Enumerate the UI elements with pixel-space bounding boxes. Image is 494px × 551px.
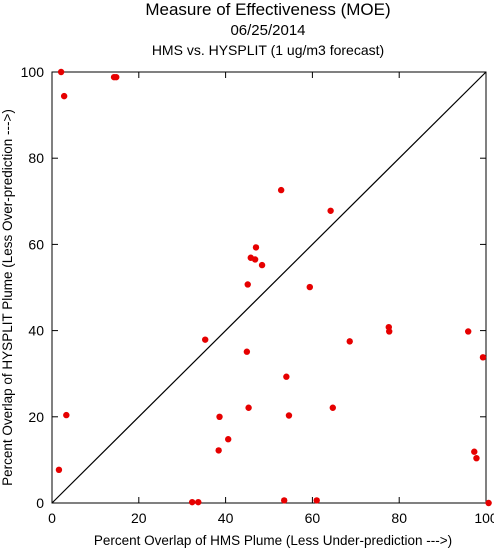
data-point	[245, 404, 252, 411]
plot-frame	[51, 71, 487, 504]
data-point	[63, 411, 70, 419]
data-point	[465, 328, 472, 335]
x-axis-ticks: 0 20 40 60 80 100	[48, 72, 494, 526]
data-point	[280, 497, 288, 504]
data-point	[346, 338, 353, 345]
y-tick-label: 80	[28, 150, 44, 166]
x-axis-label: Percent Overlap of HMS Plume (Less Under…	[94, 533, 452, 548]
data-point	[473, 454, 480, 462]
data-point	[244, 281, 251, 288]
y-tick-label: 100	[21, 64, 45, 80]
data-point	[195, 498, 202, 506]
data-point	[327, 207, 334, 214]
data-point	[283, 373, 290, 380]
data-point	[479, 354, 487, 361]
y-axis-ticks: 0 20 40 60 80 100	[21, 64, 486, 511]
y-tick-label: 20	[28, 409, 44, 425]
diagonal-reference	[51, 71, 487, 504]
data-point	[57, 68, 65, 76]
x-tick-label: 80	[391, 510, 407, 526]
data-point	[285, 412, 293, 419]
data-point	[485, 499, 492, 507]
chart-title: Measure of Effectiveness (MOE)	[145, 0, 391, 19]
y-tick-label: 40	[28, 323, 44, 339]
data-point	[313, 497, 320, 504]
chart-subtitle-date: 06/25/2014	[230, 22, 306, 39]
data-point	[188, 498, 196, 506]
y-axis-label: Percent Overlap of HYSPLIT Plume (Less O…	[0, 109, 15, 486]
data-point	[258, 261, 266, 269]
x-tick-label: 0	[48, 510, 56, 526]
data-point	[60, 92, 68, 100]
data-point	[55, 466, 63, 474]
data-point	[251, 256, 259, 263]
y-tick-label: 60	[28, 236, 44, 252]
data-point	[329, 404, 336, 411]
data-point	[386, 328, 393, 335]
data-point	[277, 186, 285, 194]
data-point	[202, 336, 209, 343]
data-points	[55, 68, 492, 507]
x-tick-label: 60	[305, 510, 321, 526]
data-point	[225, 436, 232, 443]
y-tick-label: 0	[36, 495, 44, 511]
x-tick-label: 20	[131, 510, 147, 526]
data-point	[471, 448, 478, 455]
diagonal-line	[51, 71, 487, 504]
x-tick-label: 40	[218, 510, 234, 526]
data-point	[113, 73, 120, 81]
plot-border	[51, 71, 487, 504]
data-point	[252, 244, 260, 251]
data-point	[243, 348, 251, 355]
data-point	[215, 447, 222, 454]
chart-subtitle-comparison: HMS vs. HYSPLIT (1 ug/m3 forecast)	[151, 42, 385, 58]
data-point	[216, 413, 223, 420]
data-point	[306, 283, 313, 291]
x-tick-label: 100	[474, 510, 494, 526]
